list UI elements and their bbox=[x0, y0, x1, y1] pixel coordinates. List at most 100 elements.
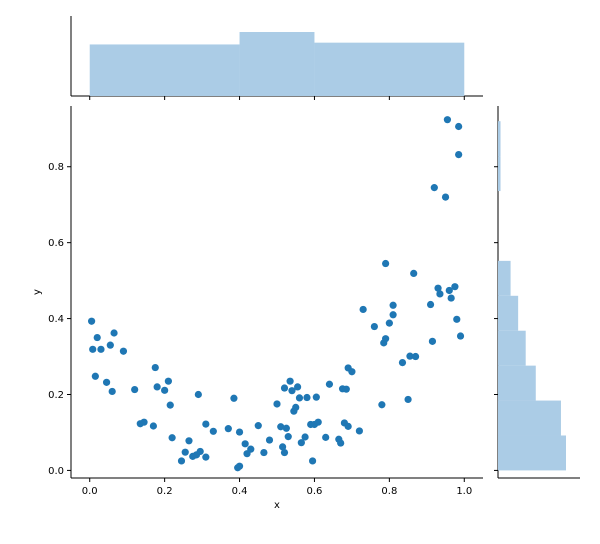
data-point bbox=[151, 363, 159, 372]
data-point bbox=[284, 433, 292, 441]
data-point bbox=[385, 319, 393, 327]
data-point bbox=[235, 462, 244, 470]
y-tick-label: 0.6 bbox=[48, 238, 64, 249]
data-point bbox=[247, 445, 255, 453]
data-point bbox=[451, 283, 459, 291]
x-tick-label: 0.8 bbox=[381, 486, 397, 497]
data-point bbox=[119, 347, 128, 355]
y-hist-bar bbox=[498, 260, 511, 296]
data-point bbox=[456, 332, 465, 340]
x-tick-label: 1.0 bbox=[456, 486, 472, 497]
data-point bbox=[295, 394, 304, 402]
y-tick-label: 0.8 bbox=[48, 162, 64, 173]
data-point bbox=[404, 395, 412, 404]
data-point bbox=[292, 403, 300, 411]
data-point bbox=[337, 439, 345, 447]
y-hist-bar bbox=[498, 295, 519, 331]
data-point bbox=[288, 387, 296, 395]
data-point bbox=[406, 352, 414, 360]
data-point bbox=[297, 439, 305, 447]
data-point bbox=[260, 448, 268, 457]
data-point bbox=[164, 377, 172, 385]
data-point bbox=[241, 440, 249, 448]
y-hist-bar bbox=[498, 121, 501, 157]
data-point bbox=[359, 305, 367, 314]
data-point bbox=[453, 315, 461, 323]
data-point bbox=[286, 377, 294, 385]
data-point bbox=[382, 259, 390, 268]
data-point bbox=[389, 311, 397, 319]
y-hist-bar bbox=[498, 400, 561, 436]
x-hist-bar bbox=[239, 32, 315, 96]
data-point bbox=[235, 428, 244, 436]
data-point bbox=[447, 294, 455, 302]
data-point bbox=[194, 390, 202, 399]
data-point bbox=[426, 300, 435, 309]
data-point bbox=[209, 427, 217, 435]
data-point bbox=[398, 359, 407, 367]
y-tick-label: 0.0 bbox=[48, 466, 64, 477]
data-point bbox=[89, 345, 97, 353]
data-point bbox=[382, 335, 390, 343]
y-hist-bar bbox=[498, 365, 536, 401]
data-point bbox=[428, 337, 437, 345]
data-point bbox=[279, 443, 287, 451]
y-tick-label: 0.2 bbox=[48, 390, 64, 401]
x-tick-label: 0.6 bbox=[307, 486, 323, 497]
x-hist-bar bbox=[314, 42, 465, 96]
data-point bbox=[108, 387, 116, 396]
data-point bbox=[411, 352, 420, 361]
data-point bbox=[410, 269, 418, 277]
data-point bbox=[308, 457, 317, 465]
data-point bbox=[348, 368, 356, 376]
data-point bbox=[224, 425, 232, 433]
data-point bbox=[443, 116, 452, 124]
data-point bbox=[441, 193, 450, 201]
data-point bbox=[91, 372, 99, 380]
data-point bbox=[161, 386, 169, 394]
data-point bbox=[166, 401, 174, 409]
data-point bbox=[378, 401, 386, 409]
data-point bbox=[455, 122, 463, 131]
x-marginal-histogram bbox=[70, 16, 483, 100]
data-point bbox=[106, 341, 114, 349]
data-point bbox=[131, 385, 139, 394]
data-point bbox=[177, 457, 186, 465]
data-point bbox=[344, 422, 352, 430]
y-marginal-histogram bbox=[494, 106, 580, 479]
data-point bbox=[230, 394, 238, 402]
data-point bbox=[325, 380, 334, 388]
data-point bbox=[322, 433, 330, 441]
x-hist-bar bbox=[89, 44, 240, 96]
data-point bbox=[436, 290, 444, 298]
data-point bbox=[93, 333, 101, 342]
y-axis-label: y bbox=[32, 289, 43, 295]
data-point bbox=[97, 345, 105, 353]
data-point bbox=[181, 448, 189, 456]
data-point bbox=[254, 422, 262, 430]
data-point bbox=[168, 434, 176, 442]
data-point bbox=[102, 378, 111, 386]
data-point bbox=[273, 400, 281, 408]
x-tick-label: 0.0 bbox=[82, 486, 98, 497]
x-tick-label: 0.4 bbox=[232, 486, 248, 497]
data-point bbox=[301, 433, 309, 441]
data-point bbox=[140, 418, 148, 426]
data-point bbox=[185, 437, 193, 445]
y-hist-bar bbox=[498, 435, 566, 471]
data-point bbox=[202, 453, 210, 461]
data-point bbox=[312, 393, 320, 401]
data-point bbox=[282, 424, 290, 432]
data-point bbox=[430, 184, 438, 192]
data-point bbox=[277, 423, 285, 431]
y-hist-bar bbox=[498, 330, 526, 366]
x-tick-label: 0.2 bbox=[157, 486, 173, 497]
scatter-points bbox=[88, 116, 465, 472]
data-point bbox=[149, 422, 157, 430]
data-point bbox=[202, 420, 210, 428]
data-point bbox=[370, 322, 378, 331]
scatter-axes: 0.0 0.2 0.4 0.6 0.8 1.0 0.0 0.2 0.4 0.6 0.8 bbox=[48, 106, 483, 497]
data-point bbox=[303, 393, 311, 402]
